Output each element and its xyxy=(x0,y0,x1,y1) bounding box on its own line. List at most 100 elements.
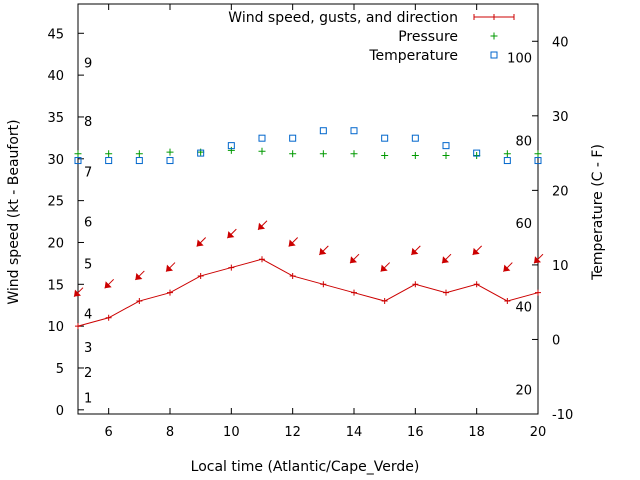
pressure-point xyxy=(503,150,511,158)
beaufort-label: 4 xyxy=(84,308,92,323)
x-tick-label: 8 xyxy=(166,425,174,440)
fahrenheit-label: 20 xyxy=(515,383,532,398)
wind-gust-arrow-head xyxy=(411,247,419,255)
x-tick-label: 18 xyxy=(468,425,485,440)
temperature-point xyxy=(534,157,542,165)
legend-label: Wind speed, gusts, and direction xyxy=(228,10,458,26)
x-tick-label: 12 xyxy=(284,425,301,440)
fahrenheit-label: 60 xyxy=(515,217,532,232)
wind-speed-point xyxy=(351,289,357,296)
temperature-point xyxy=(473,149,481,157)
temperature-point xyxy=(166,157,174,165)
temperature-point xyxy=(258,134,266,142)
y-tick-label: 30 xyxy=(47,153,64,168)
temperature-point xyxy=(442,142,450,150)
wind-speed-point xyxy=(75,323,81,330)
wind-gust-arrow-head xyxy=(503,264,511,272)
pressure-point xyxy=(289,150,297,158)
wind-gust-arrow-head xyxy=(227,231,235,239)
wind-gust-arrow-head xyxy=(442,256,449,264)
y-tick-label: 10 xyxy=(47,320,64,335)
pressure-point xyxy=(166,148,174,156)
wind-speed-point xyxy=(443,289,449,296)
x-tick-label: 14 xyxy=(346,425,363,440)
legend-swatch-wind-ticks xyxy=(473,14,515,20)
y-tick-label: 45 xyxy=(47,27,64,42)
y2-tick-label: 10 xyxy=(552,259,569,274)
pressure-point xyxy=(258,147,266,155)
y-tick-label: 15 xyxy=(47,278,64,293)
x-tick-label: 10 xyxy=(223,425,240,440)
temperature-point xyxy=(319,127,327,135)
legend-label: Temperature xyxy=(368,48,458,64)
pressure-point xyxy=(411,151,419,159)
fahrenheit-label: 40 xyxy=(515,301,532,316)
wind-gust-arrow-head xyxy=(319,247,327,255)
y-axis-label: Wind speed (kt - Beaufort) xyxy=(6,119,22,304)
y-tick-label: 5 xyxy=(56,362,64,377)
temperature-point xyxy=(381,134,389,142)
wind-speed-point xyxy=(197,272,204,279)
x-tick-label: 6 xyxy=(105,425,113,440)
legend-swatch-pressure xyxy=(490,32,498,40)
fahrenheit-label: 100 xyxy=(507,52,532,67)
wind-gust-arrow-head xyxy=(350,256,357,264)
pressure-point xyxy=(74,150,82,158)
wind-speed-point xyxy=(289,272,296,279)
wind-speed-point xyxy=(473,281,480,288)
temperature-point xyxy=(197,149,205,157)
y2-tick-label: 30 xyxy=(552,110,569,125)
x-axis-label: Local time (Atlantic/Cape_Verde) xyxy=(191,459,420,475)
temperature-point xyxy=(227,142,235,150)
pressure-point xyxy=(473,151,481,159)
wind-gust-arrow-head xyxy=(196,239,204,247)
x-tick-label: 16 xyxy=(407,425,424,440)
x-tick-label: 20 xyxy=(530,425,547,440)
wind-speed-point xyxy=(320,281,327,288)
beaufort-label: 1 xyxy=(84,391,92,406)
wind-gust-arrow-head xyxy=(534,256,541,264)
pressure-point xyxy=(227,146,235,154)
wind-speed-point xyxy=(228,264,235,271)
temperature-point xyxy=(105,157,113,165)
beaufort-label: 5 xyxy=(84,257,92,272)
pressure-point xyxy=(381,151,389,159)
wind-speed-line xyxy=(77,258,539,327)
wind-speed-point xyxy=(381,298,388,305)
wind-gust-arrow-head xyxy=(258,222,265,230)
wind-speed-point xyxy=(105,314,112,321)
legend-label: Pressure xyxy=(398,29,458,45)
fahrenheit-label: 80 xyxy=(515,134,532,149)
wind-gust-arrow-head xyxy=(472,247,480,255)
wind-speed-point xyxy=(136,298,143,305)
y2-tick-label: -10 xyxy=(552,408,573,423)
wind-gust-arrow-head xyxy=(288,239,296,247)
temperature-point xyxy=(74,157,82,165)
wind-speed-point xyxy=(504,298,511,305)
y2-axis-label: Temperature (C - F) xyxy=(590,144,606,281)
wind-gust-arrow-head xyxy=(74,289,81,297)
pressure-point xyxy=(135,150,143,158)
pressure-point xyxy=(534,150,542,158)
plot-frame xyxy=(77,3,539,415)
beaufort-label: 8 xyxy=(84,115,92,130)
y2-tick-label: 40 xyxy=(552,35,569,50)
wind-gust-arrow-head xyxy=(135,272,143,280)
y-tick-label: 35 xyxy=(47,111,64,126)
pressure-point xyxy=(350,150,358,158)
wind-speed-point xyxy=(412,281,419,288)
y-tick-label: 0 xyxy=(56,404,64,419)
temperature-point xyxy=(503,157,511,165)
wind-gust-arrow-head xyxy=(166,264,173,272)
temperature-point xyxy=(135,157,143,165)
temperature-point xyxy=(289,134,297,142)
beaufort-label: 9 xyxy=(84,57,92,72)
beaufort-label: 7 xyxy=(84,165,92,180)
pressure-point xyxy=(319,150,327,158)
beaufort-label: 2 xyxy=(84,366,92,381)
y2-tick-label: 0 xyxy=(552,333,560,348)
wind-speed-point xyxy=(535,289,541,296)
y-tick-label: 20 xyxy=(47,236,64,251)
beaufort-label: 3 xyxy=(84,341,92,356)
